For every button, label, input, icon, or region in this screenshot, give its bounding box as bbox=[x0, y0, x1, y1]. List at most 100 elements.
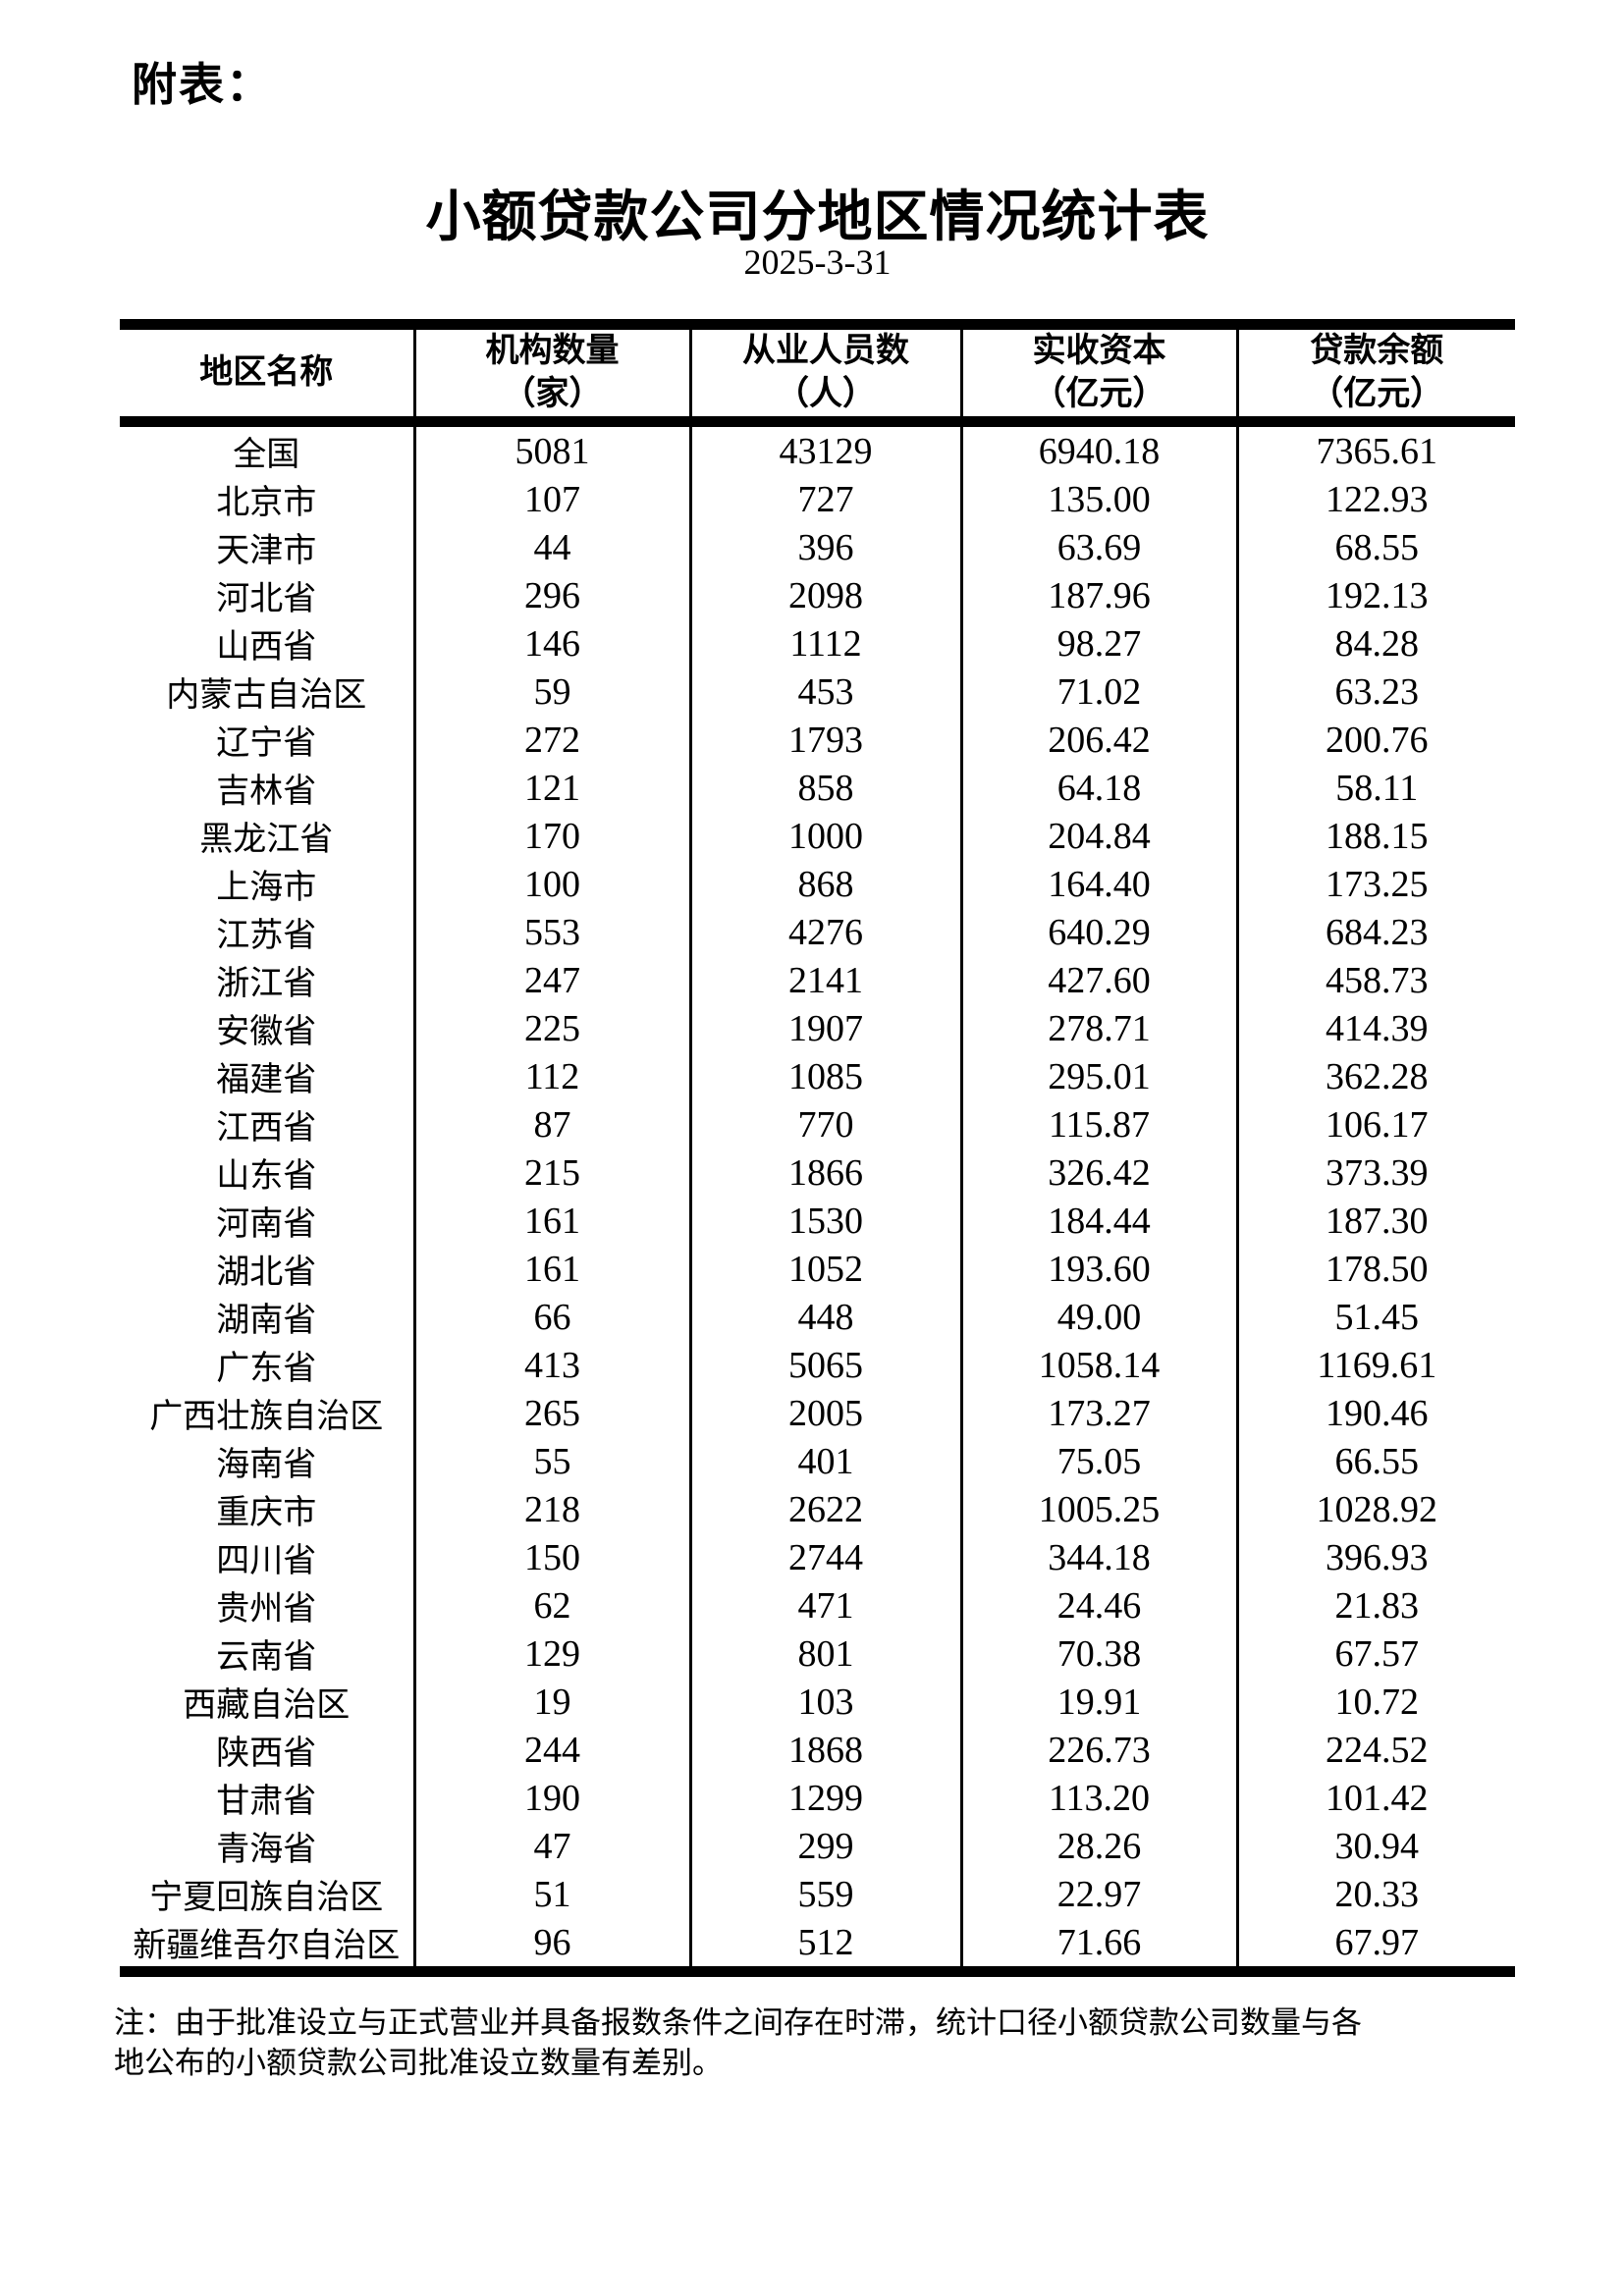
value-cell: 59 bbox=[412, 667, 690, 717]
region-cell: 北京市 bbox=[216, 485, 317, 522]
value-cell: 51 bbox=[412, 1870, 690, 1919]
value-cell: 62 bbox=[412, 1581, 690, 1630]
value-cell: 66.55 bbox=[1235, 1437, 1515, 1486]
region-cell: 湖北省 bbox=[216, 1255, 317, 1292]
column-header-2: 从业人员数 （人） bbox=[688, 324, 961, 422]
value-cell: 1005.25 bbox=[959, 1485, 1237, 1534]
value-cell: 190 bbox=[412, 1774, 690, 1823]
column-header-1: 机构数量 （家） bbox=[412, 324, 690, 422]
value-cell: 1866 bbox=[688, 1148, 961, 1198]
table-row: 云南省 129 801 70.38 67.57 bbox=[120, 1629, 1515, 1679]
table-row: 吉林省 121 858 64.18 58.11 bbox=[120, 764, 1515, 813]
column-header-3: 实收资本 （亿元） bbox=[959, 324, 1237, 422]
value-cell: 1530 bbox=[688, 1197, 961, 1246]
value-cell: 296 bbox=[412, 571, 690, 620]
document-content: 小额贷款公司分地区情况统计表 2025-3-31 地区名称 机构数量 （家） 从业人员… bbox=[114, 0, 1515, 2296]
table-body: 全国 5081 43129 6940.18 7365.61 北京市 107 727 135.00… bbox=[120, 421, 1515, 1972]
footnote-line-1: 注：由于批准设立与正式营业并具备报数条件之间存在时滞，统计口径小额贷款公司数量与… bbox=[114, 2005, 1362, 2040]
value-cell: 106.17 bbox=[1235, 1100, 1515, 1149]
value-cell: 868 bbox=[688, 860, 961, 909]
value-cell: 2005 bbox=[688, 1389, 961, 1438]
value-cell: 150 bbox=[412, 1533, 690, 1582]
table-row: 福建省 112 1085 295.01 362.28 bbox=[120, 1052, 1515, 1101]
value-cell: 49.00 bbox=[959, 1293, 1237, 1342]
value-cell: 206.42 bbox=[959, 716, 1237, 765]
value-cell: 161 bbox=[412, 1197, 690, 1246]
table-row: 重庆市 218 2622 1005.25 1028.92 bbox=[120, 1485, 1515, 1534]
annex-label: 附表： bbox=[132, 60, 273, 110]
table-row: 河北省 296 2098 187.96 192.13 bbox=[120, 571, 1515, 620]
region-cell: 吉林省 bbox=[216, 774, 317, 811]
value-cell: 64.18 bbox=[959, 764, 1237, 813]
value-cell: 161 bbox=[412, 1245, 690, 1294]
table-row: 湖南省 66 448 49.00 51.45 bbox=[120, 1293, 1515, 1342]
region-cell: 河南省 bbox=[216, 1206, 317, 1244]
value-cell: 170 bbox=[412, 812, 690, 861]
region-cell: 新疆维吾尔自治区 bbox=[133, 1928, 401, 1965]
table-row: 海南省 55 401 75.05 66.55 bbox=[120, 1437, 1515, 1486]
value-cell: 225 bbox=[412, 1004, 690, 1053]
table-row: 广东省 413 5065 1058.14 1169.61 bbox=[120, 1341, 1515, 1390]
value-cell: 70.38 bbox=[959, 1629, 1237, 1679]
value-cell: 121 bbox=[412, 764, 690, 813]
table-row: 贵州省 62 471 24.46 21.83 bbox=[120, 1581, 1515, 1630]
value-cell: 4276 bbox=[688, 908, 961, 957]
value-cell: 272 bbox=[412, 716, 690, 765]
value-cell: 1868 bbox=[688, 1726, 961, 1775]
column-header-4: 贷款余额 （亿元） bbox=[1235, 324, 1515, 422]
region-cell: 广东省 bbox=[216, 1351, 317, 1388]
region-cell: 陕西省 bbox=[216, 1735, 317, 1773]
value-cell: 184.44 bbox=[959, 1197, 1237, 1246]
table-row: 北京市 107 727 135.00 122.93 bbox=[120, 475, 1515, 524]
value-cell: 187.96 bbox=[959, 571, 1237, 620]
value-cell: 67.97 bbox=[1235, 1918, 1515, 1972]
region-cell: 黑龙江省 bbox=[199, 822, 334, 859]
value-cell: 299 bbox=[688, 1822, 961, 1871]
region-cell: 江苏省 bbox=[216, 918, 317, 955]
table-row: 黑龙江省 170 1000 204.84 188.15 bbox=[120, 812, 1515, 861]
table-row: 广西壮族自治区 265 2005 173.27 190.46 bbox=[120, 1389, 1515, 1438]
value-cell: 326.42 bbox=[959, 1148, 1237, 1198]
value-cell: 112 bbox=[412, 1052, 690, 1101]
value-cell: 192.13 bbox=[1235, 571, 1515, 620]
region-cell: 天津市 bbox=[216, 533, 317, 570]
value-cell: 24.46 bbox=[959, 1581, 1237, 1630]
value-cell: 553 bbox=[412, 908, 690, 957]
region-cell: 浙江省 bbox=[216, 966, 317, 1003]
table-row: 全国 5081 43129 6940.18 7365.61 bbox=[120, 421, 1515, 476]
region-cell: 全国 bbox=[233, 437, 300, 474]
value-cell: 295.01 bbox=[959, 1052, 1237, 1101]
region-cell: 广西壮族自治区 bbox=[149, 1399, 384, 1436]
value-cell: 71.66 bbox=[959, 1918, 1237, 1972]
value-cell: 47 bbox=[412, 1822, 690, 1871]
value-cell: 684.23 bbox=[1235, 908, 1515, 957]
value-cell: 58.11 bbox=[1235, 764, 1515, 813]
value-cell: 51.45 bbox=[1235, 1293, 1515, 1342]
value-cell: 278.71 bbox=[959, 1004, 1237, 1053]
table-row: 青海省 47 299 28.26 30.94 bbox=[120, 1822, 1515, 1871]
table-row: 新疆维吾尔自治区 96 512 71.66 67.97 bbox=[120, 1918, 1515, 1972]
value-cell: 344.18 bbox=[959, 1533, 1237, 1582]
value-cell: 727 bbox=[688, 475, 961, 524]
region-cell: 福建省 bbox=[216, 1062, 317, 1099]
value-cell: 1112 bbox=[688, 619, 961, 668]
value-cell: 1299 bbox=[688, 1774, 961, 1823]
value-cell: 146 bbox=[412, 619, 690, 668]
value-cell: 20.33 bbox=[1235, 1870, 1515, 1919]
value-cell: 193.60 bbox=[959, 1245, 1237, 1294]
value-cell: 801 bbox=[688, 1629, 961, 1679]
value-cell: 67.57 bbox=[1235, 1629, 1515, 1679]
value-cell: 1052 bbox=[688, 1245, 961, 1294]
value-cell: 559 bbox=[688, 1870, 961, 1919]
region-cell: 重庆市 bbox=[216, 1495, 317, 1532]
value-cell: 215 bbox=[412, 1148, 690, 1198]
region-cell: 山西省 bbox=[216, 629, 317, 667]
value-cell: 44 bbox=[412, 523, 690, 572]
footnote: 注：由于批准设立与正式营业并具备报数条件之间存在时滞，统计口径小额贷款公司数量与… bbox=[114, 2002, 1536, 2083]
value-cell: 218 bbox=[412, 1485, 690, 1534]
value-cell: 396 bbox=[688, 523, 961, 572]
table-row: 山东省 215 1866 326.42 373.39 bbox=[120, 1148, 1515, 1198]
value-cell: 19 bbox=[412, 1678, 690, 1727]
value-cell: 190.46 bbox=[1235, 1389, 1515, 1438]
region-cell: 云南省 bbox=[216, 1639, 317, 1677]
